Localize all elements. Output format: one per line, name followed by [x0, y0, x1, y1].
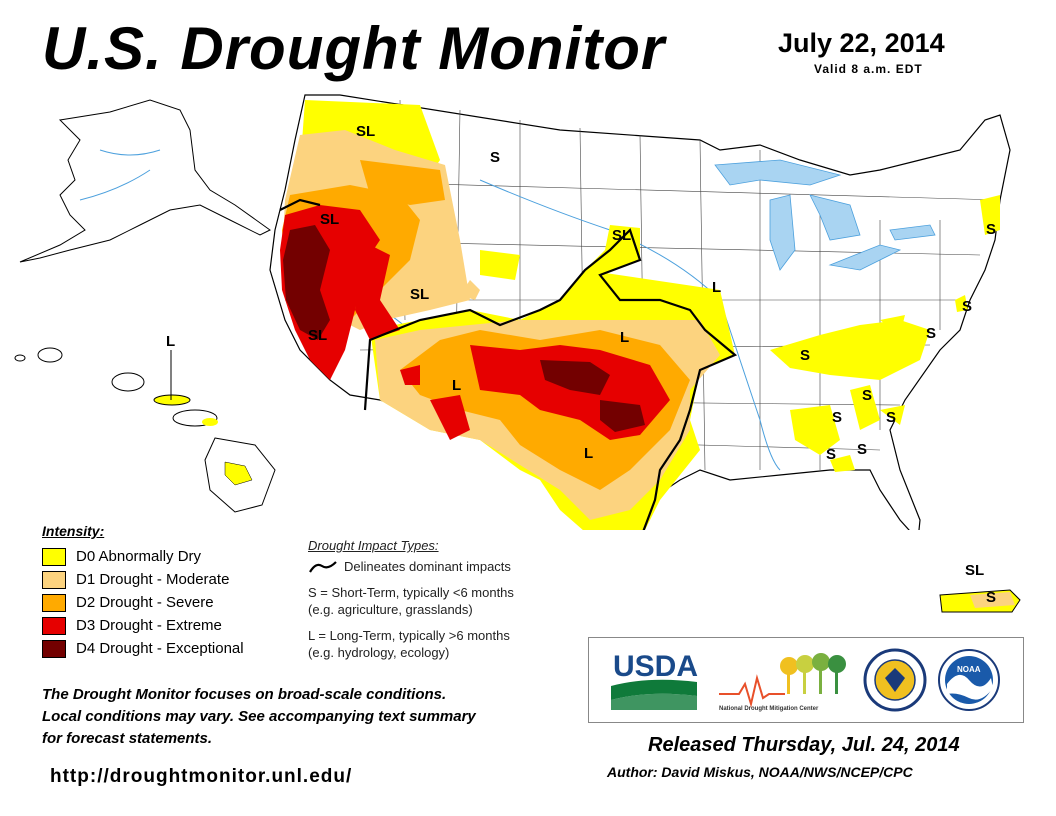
note-line-3: for forecast statements.	[42, 730, 213, 747]
label-l-4: L	[584, 445, 593, 462]
legend-swatch-d4	[42, 639, 66, 658]
label-sl-pr: SL	[965, 562, 984, 579]
hawaii	[14, 347, 276, 513]
doc-seal	[863, 648, 927, 712]
impact-short-term: S = Short-Term, typically <6 months (e.g…	[308, 584, 588, 618]
impact-long-term-eg: (e.g. hydrology, ecology)	[308, 645, 450, 660]
impact-short-term-label: S = Short-Term, typically <6 months	[308, 585, 514, 600]
legend-label-d3: D3 Drought - Extreme	[76, 617, 222, 634]
legend-item-d0: D0 Abnormally Dry	[42, 545, 302, 568]
label-s-2: S	[986, 221, 996, 238]
alaska-rivers	[79, 149, 161, 201]
noaa-logo-text: NOAA	[957, 665, 981, 674]
legend-item-d4: D4 Drought - Exceptional	[42, 637, 302, 660]
label-sl-4: SL	[410, 286, 429, 303]
note-line-1: The Drought Monitor focuses on broad-sca…	[42, 686, 447, 703]
legend-swatch-d2	[42, 593, 66, 612]
legend-swatch-d1	[42, 570, 66, 589]
valid-time: Valid 8 a.m. EDT	[814, 62, 923, 76]
legend-label-d4: D4 Drought - Exceptional	[76, 640, 244, 657]
great-lakes	[714, 159, 936, 271]
legend-item-d3: D3 Drought - Extreme	[42, 614, 302, 637]
legend-swatch-d0	[42, 547, 66, 566]
impact-line-icon	[309, 560, 337, 573]
label-sl-5: SL	[308, 327, 327, 344]
label-s-4: S	[926, 325, 936, 342]
label-s-pr: S	[986, 589, 996, 606]
label-s-5: S	[800, 347, 810, 364]
legend-item-d2: D2 Drought - Severe	[42, 591, 302, 614]
label-s-7: S	[832, 409, 842, 426]
usda-logo-text: USDA	[613, 650, 698, 683]
d4-areas	[283, 225, 645, 432]
label-s-9: S	[826, 446, 836, 463]
noaa-logo: NOAA	[938, 649, 1000, 711]
legend-title: Intensity:	[42, 523, 105, 539]
website-url[interactable]: http://droughtmonitor.unl.edu/	[50, 766, 353, 787]
label-l-hawaii: L	[166, 333, 175, 350]
impact-boundary	[279, 198, 738, 530]
released-date: Released Thursday, Jul. 24, 2014	[648, 734, 960, 756]
alaska-outline	[19, 99, 271, 263]
legend-swatch-d3	[42, 616, 66, 635]
note-line-2: Local conditions may vary. See accompany…	[42, 708, 476, 725]
puerto-rico-inset: SL S	[939, 562, 1021, 613]
impact-long-term: L = Long-Term, typically >6 months (e.g.…	[308, 627, 588, 661]
label-s-6: S	[862, 387, 872, 404]
disclaimer-note: The Drought Monitor focuses on broad-sca…	[42, 684, 572, 750]
label-s-3: S	[962, 298, 972, 315]
impact-long-term-label: L = Long-Term, typically >6 months	[308, 628, 510, 643]
map-title: U.S. Drought Monitor	[42, 15, 666, 82]
impact-short-term-eg: (e.g. agriculture, grasslands)	[308, 602, 473, 617]
impact-types: Drought Impact Types: Delineates dominan…	[308, 538, 588, 670]
ndmc-logo: National Drought Mitigation Center	[719, 653, 846, 712]
legend-label-d2: D2 Drought - Severe	[76, 594, 214, 611]
label-l-1: L	[712, 279, 721, 296]
label-sl-1: SL	[356, 123, 375, 140]
legend-label-d1: D1 Drought - Moderate	[76, 571, 230, 588]
label-l-3: L	[452, 377, 461, 394]
partner-logos: USDA National Drought Mitigation Center	[588, 637, 1024, 723]
label-sl-3: SL	[612, 227, 631, 244]
label-sl-2: SL	[320, 211, 339, 228]
usda-logo: USDA	[611, 650, 698, 710]
impact-title: Drought Impact Types:	[308, 538, 439, 553]
logos-svg: USDA National Drought Mitigation Center	[611, 648, 1000, 712]
legend-item-d1: D1 Drought - Moderate	[42, 568, 302, 591]
ndmc-logo-text: National Drought Mitigation Center	[719, 706, 819, 712]
impact-delineates-row: Delineates dominant impacts	[308, 559, 588, 574]
impact-delineates-label: Delineates dominant impacts	[344, 559, 511, 574]
label-s-1: S	[490, 149, 500, 166]
label-l-2: L	[620, 329, 629, 346]
label-s-10: S	[857, 441, 867, 458]
intensity-legend: Intensity: D0 Abnormally Dry D1 Drought …	[42, 523, 302, 660]
legend-label-d0: D0 Abnormally Dry	[76, 548, 202, 565]
author-credit: Author: David Miskus, NOAA/NWS/NCEP/CPC	[607, 764, 913, 780]
drought-map: SL S SL SL S L SL S SL L S L S L S S S L…	[14, 94, 1011, 530]
map-date: July 22, 2014	[778, 28, 945, 58]
label-s-8: S	[886, 409, 896, 426]
